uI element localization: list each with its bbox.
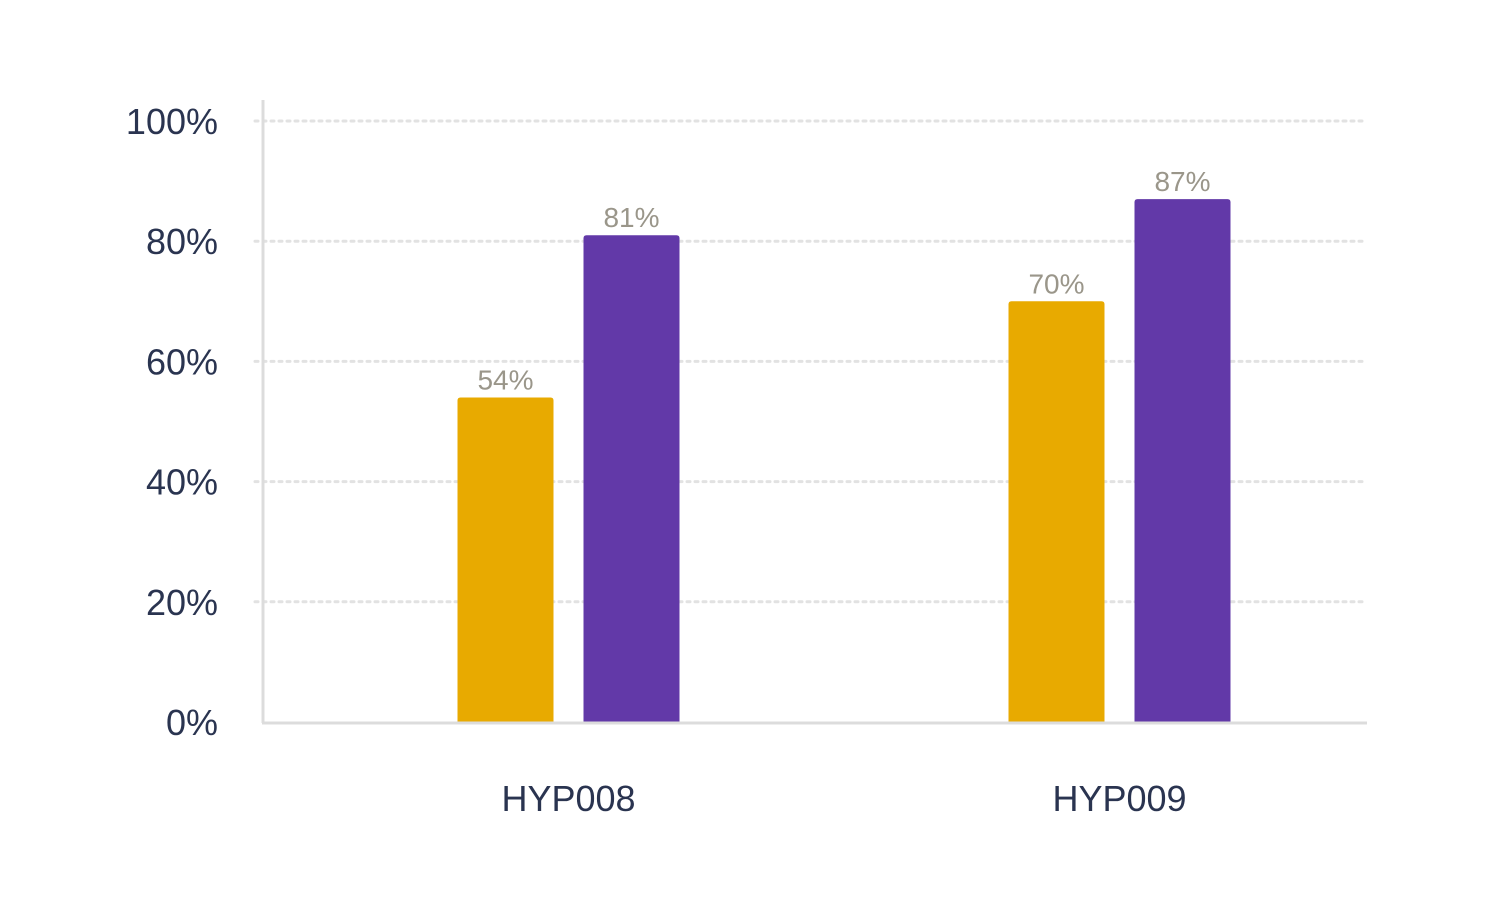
y-tick-label: 100%	[126, 101, 218, 142]
y-tick-label: 60%	[146, 341, 218, 382]
bar-hyp008-series-2	[583, 235, 680, 722]
bar-hyp009-series-2	[1134, 199, 1231, 722]
bar-value-label: 87%	[1154, 166, 1210, 197]
bar-hyp008-series-1	[457, 397, 554, 722]
axis-layer	[261, 100, 1367, 725]
bar-hyp009-series-1	[1008, 301, 1105, 722]
bar-layer	[457, 199, 1231, 722]
y-tick-label: 40%	[146, 462, 218, 503]
x-category-label: HYP008	[501, 778, 635, 819]
y-tick-label: 20%	[146, 582, 218, 623]
y-tick-label: 0%	[166, 702, 218, 743]
bar-value-label: 81%	[603, 202, 659, 233]
label-layer: 0% 20% 40% 60% 80% 100% 54% 81% HYP008 70% 87% HYP0…	[126, 101, 1211, 819]
bar-value-label: 54%	[477, 364, 533, 395]
bar-value-label: 70%	[1028, 268, 1084, 299]
y-tick-label: 80%	[146, 221, 218, 262]
grid-layer	[253, 119, 1367, 604]
x-category-label: HYP009	[1052, 778, 1186, 819]
